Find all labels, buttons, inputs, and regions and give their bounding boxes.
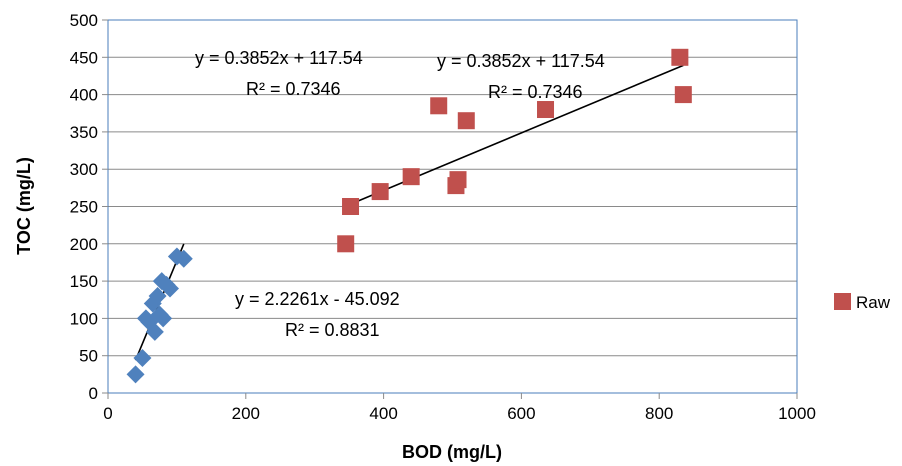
data-point-square <box>674 86 692 104</box>
y-axis-title: TOC (mg/L) <box>14 157 34 255</box>
data-point-square <box>449 171 467 189</box>
data-point-square <box>671 48 689 66</box>
equation-raw-r2: R² = 0.7346 <box>246 79 341 99</box>
equation-blue-r2: R² = 0.8831 <box>285 320 380 340</box>
y-tick-label: 50 <box>79 347 98 366</box>
x-axis-ticks: 0 200 400 600 800 1000 <box>103 393 816 423</box>
equation-raw-line1-dup: y = 0.3852x + 117.54 <box>437 51 605 71</box>
x-tick-label: 400 <box>369 404 397 423</box>
y-tick-label: 0 <box>89 384 98 403</box>
y-tick-label: 300 <box>70 160 98 179</box>
data-point-square <box>402 168 420 186</box>
data-point-square <box>371 183 389 201</box>
x-tick-label: 600 <box>507 404 535 423</box>
y-tick-label: 150 <box>70 272 98 291</box>
data-point-square <box>430 97 448 115</box>
trendlines <box>134 64 684 361</box>
x-tick-label: 1000 <box>778 404 816 423</box>
x-tick-label: 0 <box>103 404 112 423</box>
data-point-square <box>537 101 555 119</box>
x-axis-title: BOD (mg/L) <box>402 442 502 462</box>
data-point-diamond <box>148 287 167 306</box>
data-point-diamond <box>161 279 180 298</box>
y-axis-ticks: 0 50 100 150 200 250 300 350 400 450 500 <box>70 11 108 403</box>
y-tick-label: 400 <box>70 86 98 105</box>
data-point-square <box>457 112 475 130</box>
equation-raw-r2-dup: R² = 0.7346 <box>488 82 583 102</box>
data-point-diamond <box>126 365 145 384</box>
y-tick-label: 500 <box>70 11 98 30</box>
data-point-square <box>342 198 360 215</box>
y-tick-label: 350 <box>70 123 98 142</box>
y-tick-label: 450 <box>70 48 98 67</box>
data-points <box>126 48 692 384</box>
equation-raw-line1: y = 0.3852x + 117.54 <box>195 48 363 68</box>
legend-label-raw: Raw <box>856 293 891 312</box>
y-tick-label: 250 <box>70 198 98 217</box>
equation-blue-line1: y = 2.2261x - 45.092 <box>235 289 400 309</box>
legend-swatch-raw <box>834 293 851 310</box>
x-tick-label: 200 <box>232 404 260 423</box>
data-point-diamond <box>154 309 173 328</box>
x-tick-label: 800 <box>645 404 673 423</box>
y-tick-label: 200 <box>70 235 98 254</box>
legend: Raw <box>834 293 891 312</box>
data-point-diamond <box>174 249 193 268</box>
gridlines <box>108 19 797 394</box>
y-tick-label: 100 <box>70 309 98 328</box>
data-point-diamond <box>145 322 164 341</box>
data-point-square <box>337 235 355 253</box>
data-point-diamond <box>133 348 152 367</box>
